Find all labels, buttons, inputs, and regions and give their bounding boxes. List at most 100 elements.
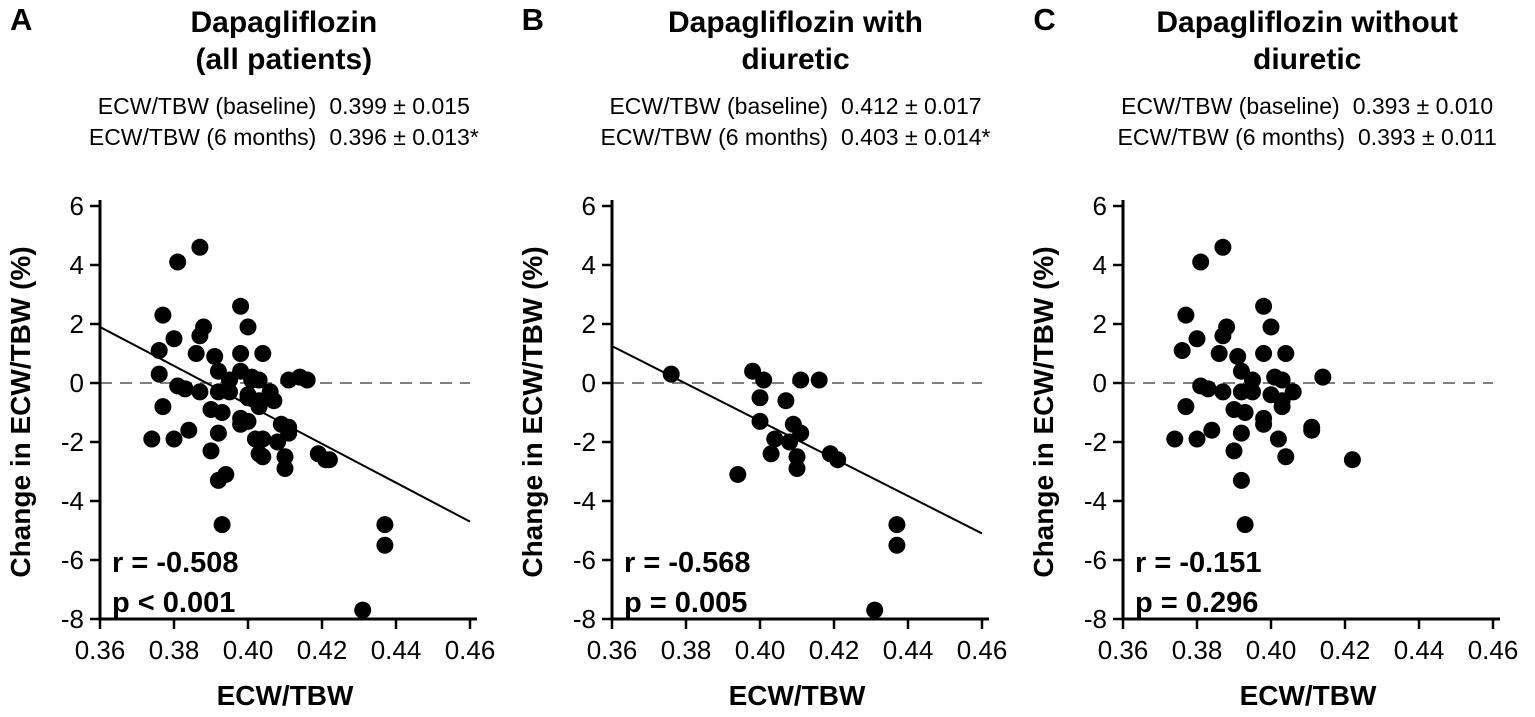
y-tick-label: -4 xyxy=(573,486,596,516)
data-point xyxy=(1273,398,1291,416)
data-point xyxy=(1303,421,1321,439)
data-point xyxy=(213,516,231,534)
data-point xyxy=(169,253,187,271)
data-point xyxy=(269,433,287,451)
stat-label: ECW/TBW (6 months) xyxy=(1117,124,1345,150)
data-point xyxy=(250,398,268,416)
y-tick-label: 6 xyxy=(70,191,84,221)
y-tick-label: 0 xyxy=(1093,368,1107,398)
panel-title-a: Dapagliflozin (all patients) xyxy=(58,4,510,78)
data-point xyxy=(888,536,906,554)
data-point xyxy=(828,451,846,469)
data-point xyxy=(191,238,209,256)
data-point xyxy=(1214,327,1232,345)
y-axis-title: Change in ECW/TBW (%) xyxy=(1028,246,1059,577)
correlation-annotation: r = -0.568 xyxy=(624,547,751,579)
x-tick-label: 0.40 xyxy=(734,635,785,665)
y-tick-label: 0 xyxy=(581,368,595,398)
data-point xyxy=(209,471,227,489)
stat-value: 0.399 ± 0.015 xyxy=(329,93,470,119)
data-point xyxy=(1244,371,1262,389)
pvalue-annotation: p = 0.005 xyxy=(624,587,747,619)
y-tick-label: 6 xyxy=(1093,191,1107,221)
x-tick-label: 0.40 xyxy=(223,635,274,665)
data-point xyxy=(154,306,172,324)
y-tick-label: -2 xyxy=(1084,427,1107,457)
pvalue-annotation: p = 0.296 xyxy=(1135,587,1258,619)
y-axis-title: Change in ECW/TBW (%) xyxy=(5,246,36,577)
data-point xyxy=(376,516,394,534)
data-point xyxy=(810,371,828,389)
data-point xyxy=(221,371,238,389)
y-tick-label: 4 xyxy=(581,250,595,280)
data-point xyxy=(1236,516,1254,534)
data-point xyxy=(1174,342,1192,360)
data-point xyxy=(291,368,309,386)
data-point xyxy=(1199,380,1217,398)
y-tick-label: -6 xyxy=(61,545,84,575)
data-point xyxy=(213,404,231,421)
data-point xyxy=(250,371,268,389)
panel-title-c: Dapagliflozin without diuretic xyxy=(1081,4,1533,78)
x-axis-title: ECW/TBW xyxy=(1240,680,1377,711)
data-point xyxy=(246,430,264,448)
data-point xyxy=(1244,383,1262,401)
data-point xyxy=(662,365,680,383)
stat-value: 0.396 ± 0.013* xyxy=(329,124,479,150)
data-point xyxy=(176,380,194,398)
x-tick-label: 0.46 xyxy=(1468,635,1519,665)
data-point xyxy=(232,415,250,433)
y-tick-label: 2 xyxy=(581,309,595,339)
panel-header-c: Dapagliflozin without diuretic ECW/TBW (… xyxy=(1081,4,1533,153)
x-tick-label: 0.44 xyxy=(371,635,422,665)
data-point xyxy=(1270,430,1288,448)
title-line: (all patients) xyxy=(195,43,373,76)
scatter-plot-a: 0.36 0.38 0.40 0.42 0.44 0.46 6 4 2 0 -2 -4 -6 -8 r = … xyxy=(5,191,495,711)
y-tick-label: -6 xyxy=(1084,545,1107,575)
x-tick-label: 0.42 xyxy=(1320,635,1371,665)
stat-label: ECW/TBW (baseline) xyxy=(609,93,829,119)
title-line: Dapagliflozin with xyxy=(668,6,923,39)
data-point xyxy=(765,430,783,448)
y-tick-label: -8 xyxy=(61,604,84,634)
x-tick-label: 0.38 xyxy=(660,635,711,665)
panel-b: B Dapagliflozin with diuretic ECW/TBW (b… xyxy=(512,0,1024,717)
data-point xyxy=(728,465,746,483)
x-tick-label: 0.36 xyxy=(1098,635,1149,665)
data-point xyxy=(221,383,238,401)
panel-letter-c: C xyxy=(1033,2,1056,37)
y-tick-label: 0 xyxy=(70,368,84,398)
data-point xyxy=(154,398,172,416)
x-axis-title: ECW/TBW xyxy=(728,680,865,711)
data-point xyxy=(191,327,209,345)
x-tick-label: 0.44 xyxy=(882,635,933,665)
data-point xyxy=(1188,430,1206,448)
data-point xyxy=(1214,238,1232,256)
y-tick-label: -2 xyxy=(61,427,84,457)
correlation-annotation: r = -0.508 xyxy=(112,547,239,579)
data-point xyxy=(165,430,183,448)
title-line: Dapagliflozin xyxy=(190,6,378,39)
stat-line: ECW/TBW (6 months) 0.396 ± 0.013* xyxy=(58,122,510,153)
stat-value: 0.412 ± 0.017 xyxy=(841,93,982,119)
data-point xyxy=(202,442,220,460)
data-point xyxy=(232,297,250,315)
data-point xyxy=(1262,318,1280,336)
data-point xyxy=(1277,345,1295,362)
panel-header-b: Dapagliflozin with diuretic ECW/TBW (bas… xyxy=(570,4,1022,153)
x-tick-label: 0.38 xyxy=(1172,635,1223,665)
data-point xyxy=(150,365,168,383)
data-point xyxy=(788,448,806,466)
panel-a: A Dapagliflozin (all patients) ECW/TBW (… xyxy=(0,0,512,717)
data-point xyxy=(1277,448,1295,466)
data-point xyxy=(762,445,780,463)
x-tick-label: 0.42 xyxy=(808,635,859,665)
title-line: diuretic xyxy=(1253,43,1362,76)
data-point xyxy=(1229,347,1247,365)
stat-label: ECW/TBW (6 months) xyxy=(88,124,317,150)
x-tick-label: 0.46 xyxy=(956,635,1007,665)
data-point xyxy=(1273,371,1291,389)
data-point xyxy=(254,448,272,466)
panel-stats-c: ECW/TBW (baseline) 0.393 ± 0.010 ECW/TBW … xyxy=(1081,91,1533,153)
